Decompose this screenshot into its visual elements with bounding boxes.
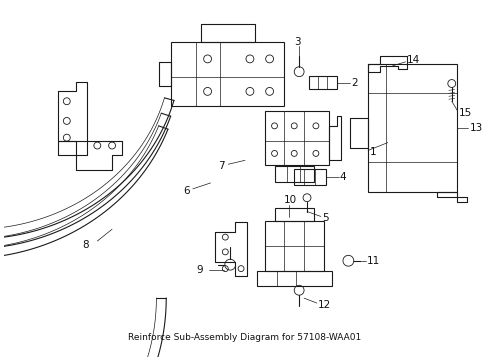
Text: Reinforce Sub-Assembly Diagram for 57108-WAA01: Reinforce Sub-Assembly Diagram for 57108… xyxy=(128,333,362,342)
Bar xyxy=(265,221,324,271)
Text: 9: 9 xyxy=(197,265,203,275)
Text: 5: 5 xyxy=(322,213,328,224)
Text: 7: 7 xyxy=(219,161,225,171)
Bar xyxy=(274,166,314,182)
Text: 14: 14 xyxy=(407,55,420,65)
Text: 6: 6 xyxy=(183,186,190,196)
Bar xyxy=(274,208,314,221)
Bar xyxy=(309,76,337,89)
Bar xyxy=(265,111,329,165)
Text: 4: 4 xyxy=(340,172,346,182)
Text: 1: 1 xyxy=(370,148,377,157)
Text: 13: 13 xyxy=(469,123,483,133)
Text: 11: 11 xyxy=(367,256,380,266)
Bar xyxy=(171,42,284,106)
Bar xyxy=(368,64,457,192)
Text: 3: 3 xyxy=(294,37,301,47)
Text: 8: 8 xyxy=(82,240,89,250)
Text: 10: 10 xyxy=(283,195,296,205)
Text: 15: 15 xyxy=(459,108,472,118)
Text: 2: 2 xyxy=(351,77,358,87)
Bar xyxy=(257,271,332,286)
Bar xyxy=(294,169,326,185)
Text: 12: 12 xyxy=(318,300,331,310)
